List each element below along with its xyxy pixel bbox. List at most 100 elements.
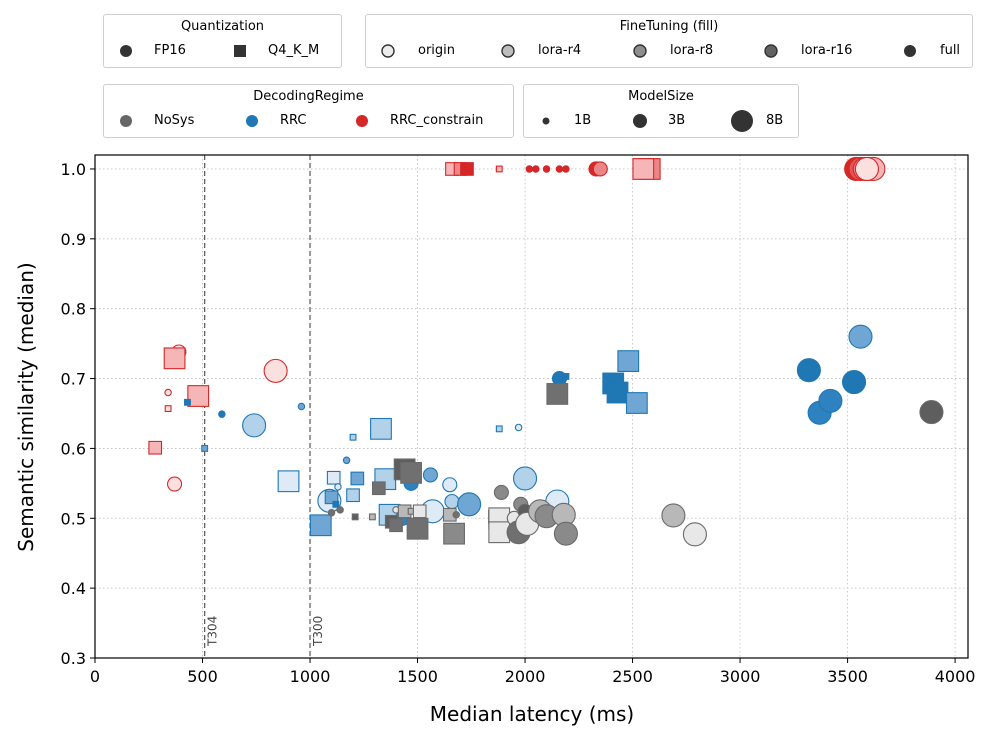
data-point bbox=[542, 165, 551, 173]
data-point bbox=[495, 165, 503, 173]
data-point bbox=[632, 158, 655, 180]
data-point bbox=[796, 358, 821, 383]
legend-finetuning: FineTuning (fill) origin lora-r4 lora-r8… bbox=[365, 14, 973, 68]
legend-title: Quantization bbox=[180, 19, 265, 34]
legend-label: lora-r16 bbox=[801, 43, 853, 58]
legend-title: ModelSize bbox=[628, 89, 694, 104]
data-point bbox=[457, 492, 482, 517]
y-tick-label: 0.3 bbox=[61, 649, 86, 668]
data-point bbox=[389, 518, 403, 533]
data-point bbox=[406, 517, 429, 540]
data-point bbox=[336, 506, 344, 514]
x-axis-ticks: 0 500 1000 1500 2000 2500 3000 3500 4000 bbox=[90, 658, 976, 686]
y-tick-label: 0.9 bbox=[61, 230, 86, 249]
y-tick-label: 0.4 bbox=[61, 579, 86, 598]
data-point bbox=[351, 513, 359, 521]
data-point bbox=[562, 373, 570, 380]
data-point bbox=[309, 514, 332, 537]
x-axis-label: Median latency (ms) bbox=[430, 702, 634, 726]
data-point bbox=[452, 511, 460, 519]
data-point bbox=[201, 444, 209, 452]
legend-label: full bbox=[940, 43, 961, 58]
legend-label: lora-r8 bbox=[670, 43, 714, 58]
x-tick-label: 0 bbox=[90, 667, 100, 686]
data-point bbox=[625, 392, 648, 414]
data-point bbox=[495, 425, 503, 433]
data-point bbox=[334, 483, 342, 491]
legend-label: Q4_K_M bbox=[268, 43, 320, 58]
legend-label: 8B bbox=[766, 113, 784, 128]
circle-marker-icon bbox=[633, 44, 647, 58]
data-point bbox=[854, 156, 879, 182]
data-point bbox=[218, 410, 226, 418]
y-axis-label: Semantic similarity (median) bbox=[14, 262, 38, 551]
data-point bbox=[263, 358, 288, 383]
legend-quantization: Quantization FP16 Q4_K_M bbox=[103, 14, 342, 68]
data-point bbox=[164, 405, 172, 413]
data-point bbox=[512, 466, 538, 491]
data-point bbox=[368, 513, 376, 521]
data-point bbox=[553, 521, 578, 546]
data-point bbox=[164, 388, 172, 397]
legend-label: 3B bbox=[668, 113, 686, 128]
circle-marker-icon bbox=[731, 110, 753, 132]
data-point bbox=[532, 165, 540, 173]
y-axis-ticks: 0.3 0.4 0.5 0.6 0.7 0.8 0.9 1.0 bbox=[61, 160, 95, 668]
data-point bbox=[163, 347, 186, 370]
data-point bbox=[242, 413, 267, 438]
y-tick-label: 1.0 bbox=[61, 160, 86, 179]
threshold-label: T304 bbox=[206, 616, 220, 647]
data-point bbox=[297, 402, 306, 411]
legend-label: lora-r4 bbox=[538, 43, 582, 58]
data-point bbox=[493, 484, 509, 500]
data-point bbox=[661, 503, 686, 528]
data-point bbox=[562, 165, 570, 173]
legend-label: RRC bbox=[280, 113, 307, 128]
legend-title: DecodingRegime bbox=[253, 89, 364, 104]
data-point bbox=[349, 433, 357, 441]
y-tick-label: 0.5 bbox=[61, 509, 86, 528]
circle-marker-icon bbox=[246, 115, 258, 127]
circle-marker-icon bbox=[120, 115, 132, 127]
circle-marker-icon bbox=[542, 117, 550, 125]
y-tick-label: 0.6 bbox=[61, 439, 86, 458]
data-point bbox=[592, 161, 608, 177]
data-point bbox=[555, 165, 564, 173]
legend-model-size: ModelSize 1B 3B 8B bbox=[523, 84, 799, 138]
circle-marker-icon bbox=[356, 115, 368, 127]
data-point bbox=[350, 471, 365, 486]
data-point bbox=[460, 162, 474, 176]
legend-label: 1B bbox=[574, 113, 592, 128]
circle-marker-icon bbox=[501, 44, 515, 58]
data-point bbox=[332, 500, 340, 508]
data-point bbox=[443, 522, 465, 545]
x-tick-label: 4000 bbox=[935, 667, 976, 686]
data-point bbox=[371, 481, 386, 496]
data-point bbox=[167, 476, 183, 492]
x-tick-label: 1500 bbox=[397, 667, 438, 686]
circle-marker-icon bbox=[633, 114, 647, 128]
circle-marker-icon bbox=[381, 44, 395, 58]
data-point bbox=[442, 477, 458, 493]
x-tick-label: 500 bbox=[187, 667, 218, 686]
data-points bbox=[148, 156, 944, 547]
data-point bbox=[488, 521, 511, 544]
data-point bbox=[617, 350, 640, 372]
y-tick-label: 0.7 bbox=[61, 370, 86, 389]
x-tick-label: 2500 bbox=[612, 667, 653, 686]
threshold-label: T300 bbox=[311, 616, 325, 647]
y-tick-label: 0.8 bbox=[61, 300, 86, 319]
data-point bbox=[525, 165, 534, 173]
data-point bbox=[818, 388, 843, 413]
data-point bbox=[919, 400, 944, 425]
data-point bbox=[400, 461, 422, 484]
data-point bbox=[148, 440, 163, 455]
data-point bbox=[342, 456, 351, 465]
circle-marker-icon bbox=[904, 45, 916, 57]
data-point bbox=[444, 493, 460, 510]
data-point bbox=[327, 508, 336, 517]
circle-marker-icon bbox=[764, 44, 778, 58]
data-point bbox=[546, 383, 569, 405]
data-point bbox=[324, 490, 339, 505]
